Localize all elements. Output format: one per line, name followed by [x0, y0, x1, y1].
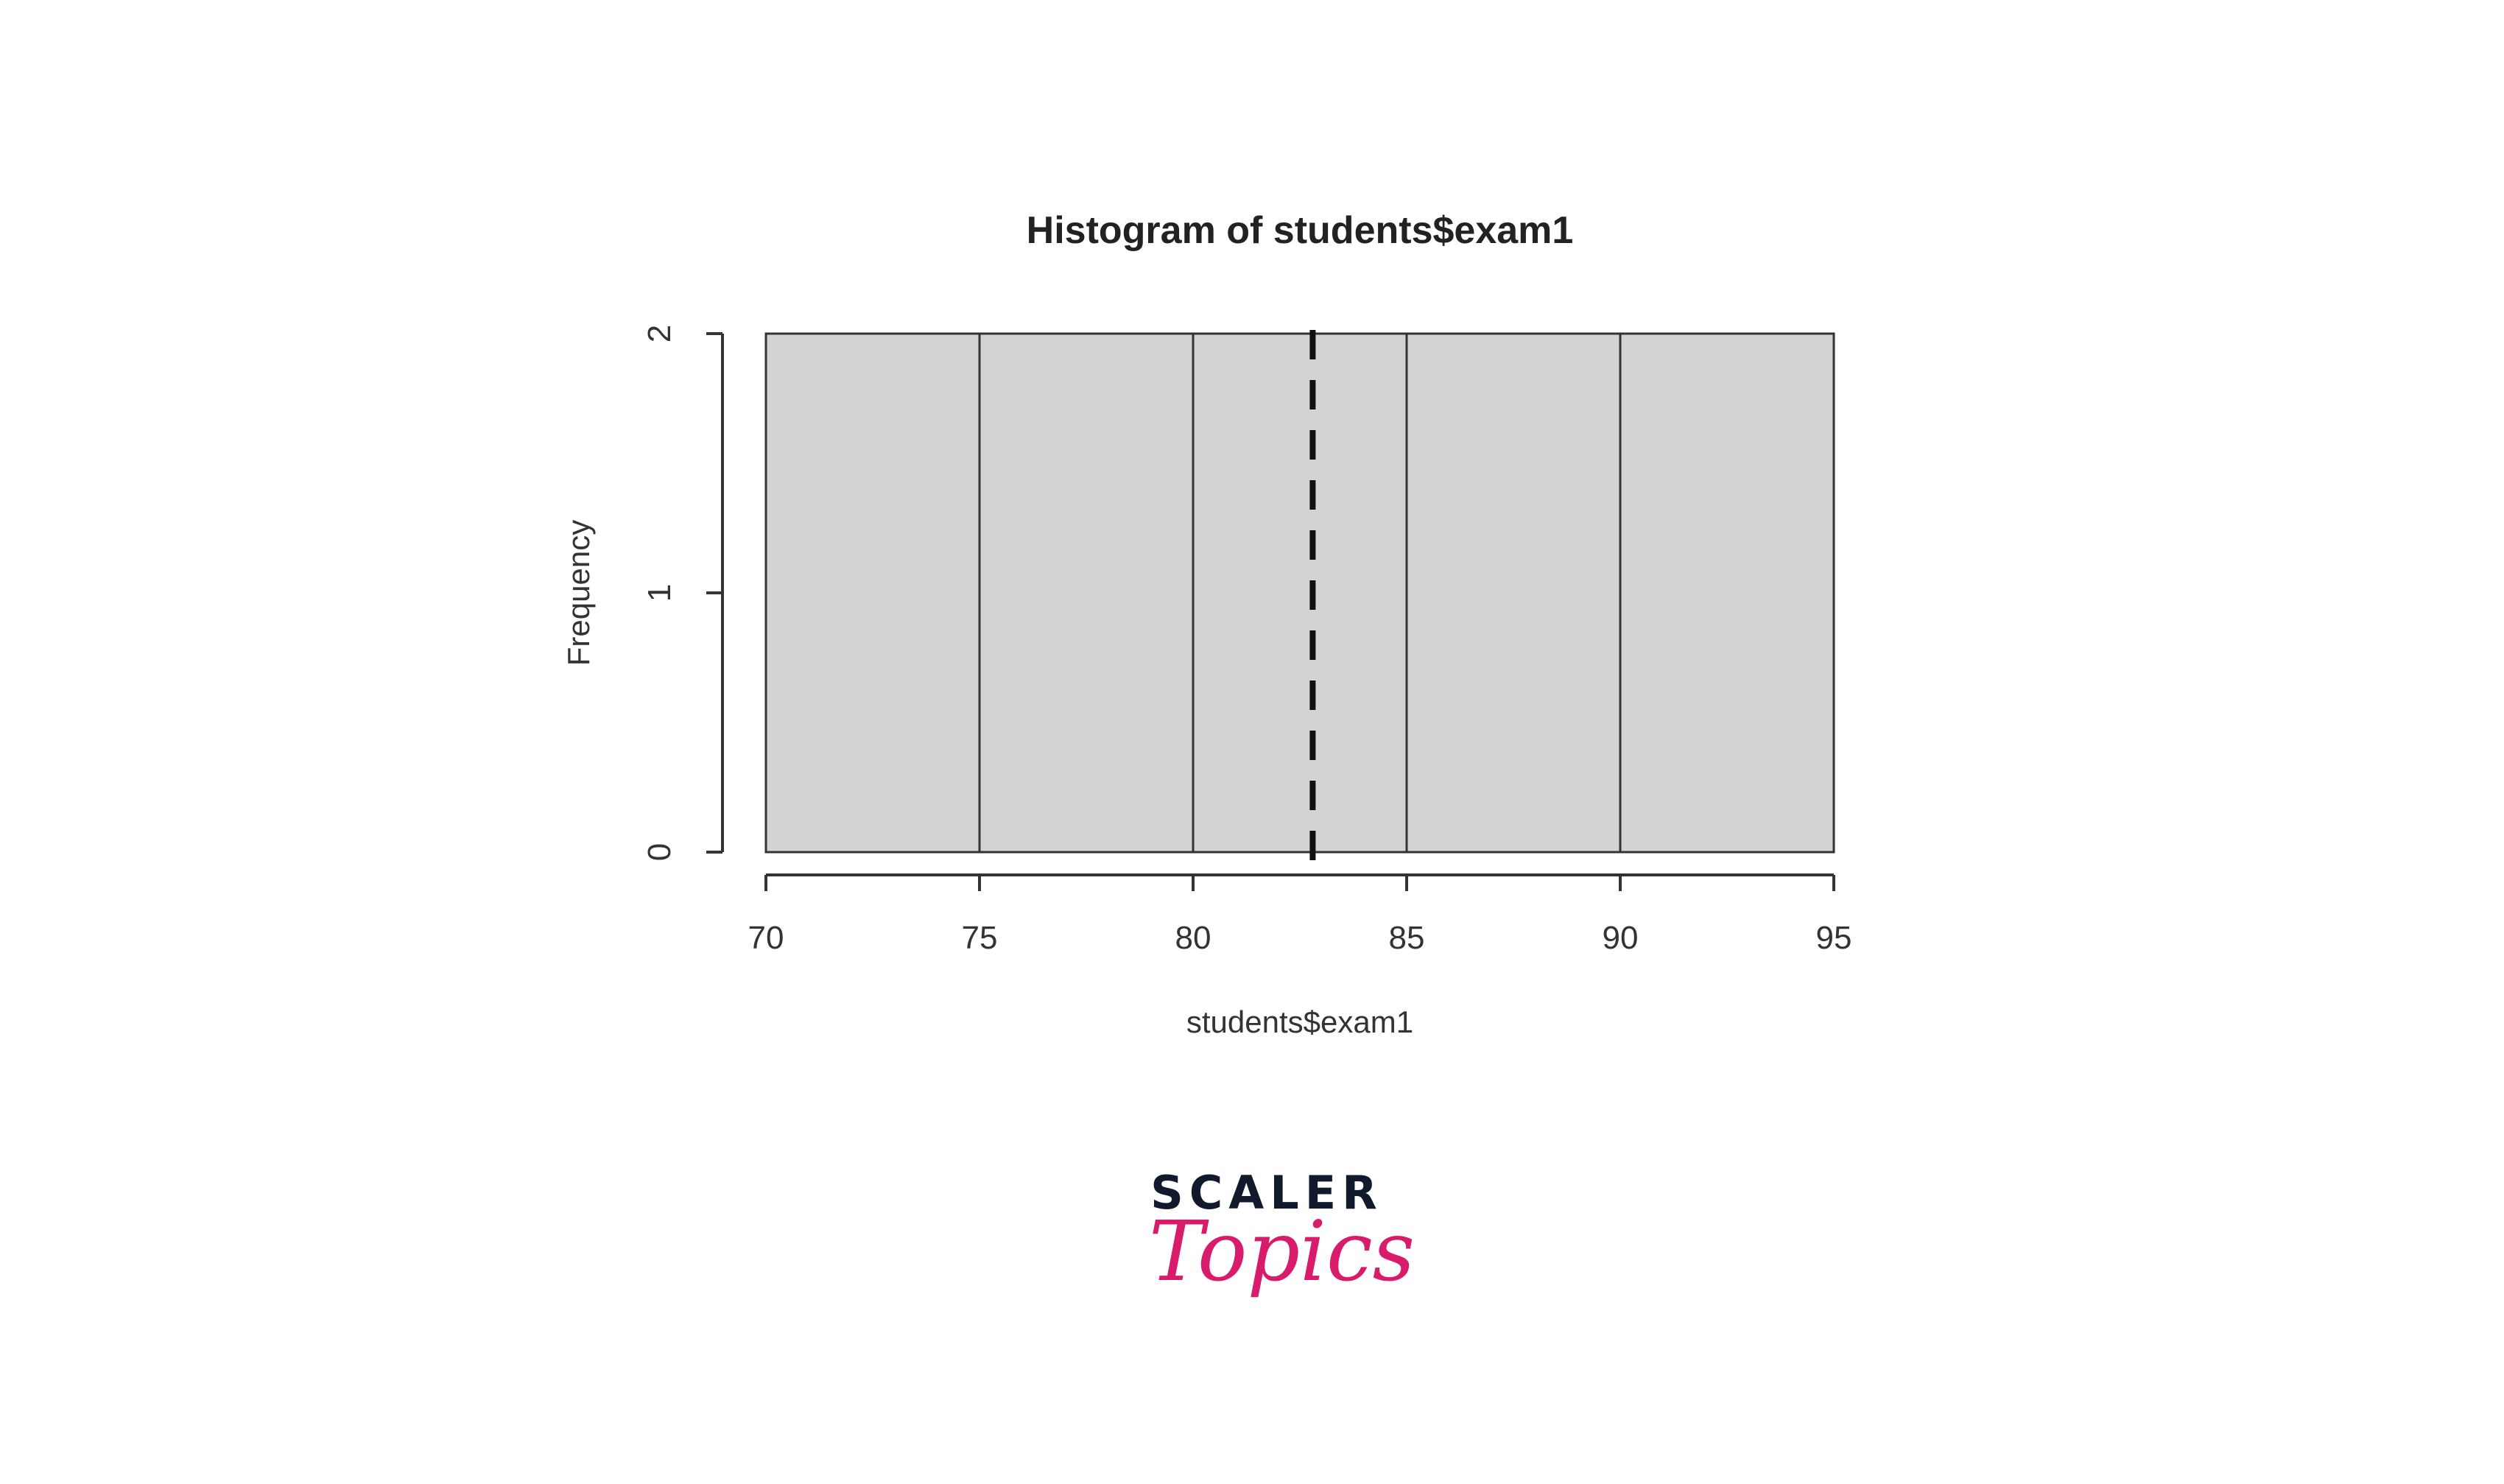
- x-tick-label: 85: [1389, 920, 1425, 956]
- y-tick-label: 2: [641, 325, 678, 342]
- histogram-bar: [1192, 332, 1408, 854]
- chart-title: Histogram of students$exam1: [1027, 209, 1574, 252]
- x-tick-label: 95: [1816, 920, 1852, 956]
- histogram-bar: [1619, 332, 1835, 854]
- histogram-bar: [1405, 332, 1622, 854]
- y-tick-label: 0: [641, 843, 678, 861]
- y-axis-label: Frequency: [561, 520, 596, 666]
- x-axis-label: students$exam1: [1186, 1005, 1413, 1039]
- histogram-bar: [978, 332, 1195, 854]
- y-tick-label: 1: [641, 584, 678, 602]
- scaler-topics-logo: SCALER Topics: [1149, 1166, 1415, 1300]
- x-tick-label: 80: [1175, 920, 1211, 956]
- x-tick-label: 90: [1603, 920, 1639, 956]
- x-tick-label: 75: [962, 920, 998, 956]
- logo-scaler-text: SCALER: [1150, 1166, 1383, 1220]
- logo-topics-text: Topics: [1149, 1204, 1415, 1300]
- histogram-bar: [764, 332, 981, 854]
- x-tick-label: 70: [748, 920, 784, 956]
